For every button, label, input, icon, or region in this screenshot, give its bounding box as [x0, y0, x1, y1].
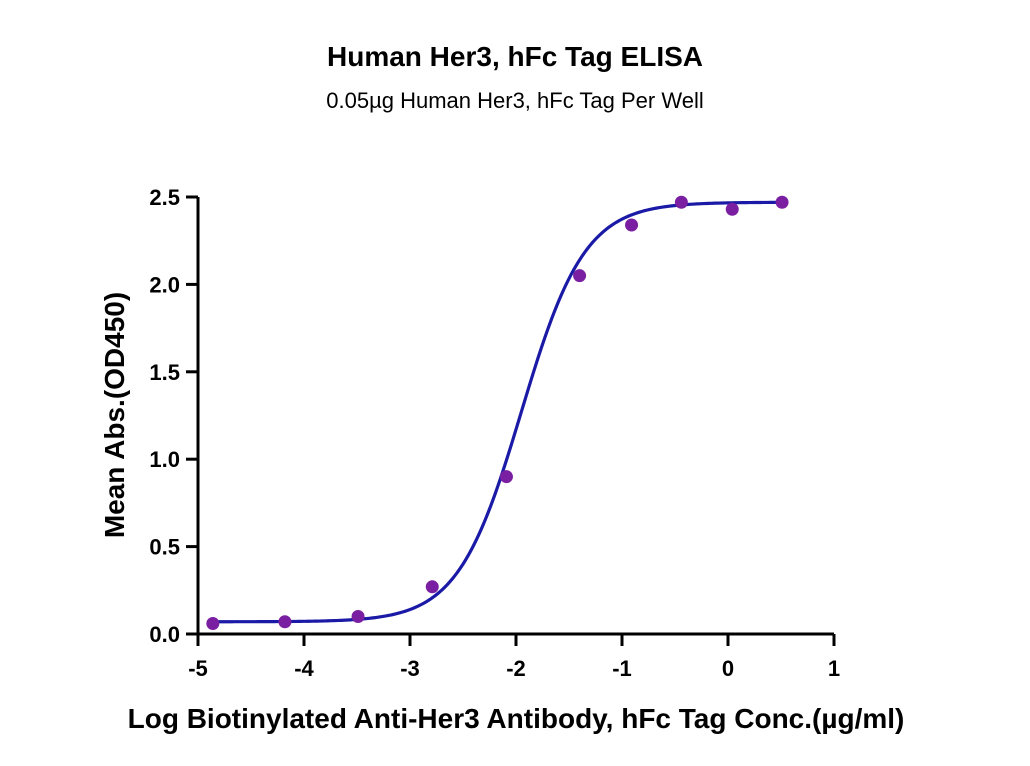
y-tick-label: 0.0	[149, 622, 180, 647]
x-tick-label: 0	[722, 656, 734, 681]
data-point	[775, 195, 789, 209]
fit-curve-group	[212, 200, 783, 624]
fit-curve	[212, 200, 783, 624]
x-tick-label: -5	[188, 656, 208, 681]
x-axis-label: Log Biotinylated Anti-Her3 Antibody, hFc…	[128, 703, 905, 734]
y-tick-label: 2.5	[149, 185, 180, 210]
y-tick-label: 1.5	[149, 360, 180, 385]
chart-title: Human Her3, hFc Tag ELISA	[327, 41, 703, 72]
tick-group: -5 -4 -3 -2 -1 0 1 0.0 0.5 1.0 1.5 2.0 2.5	[149, 185, 840, 681]
axes	[196, 197, 834, 636]
y-tick-label: 0.5	[149, 535, 180, 560]
data-point	[674, 195, 688, 209]
data-points-group	[206, 195, 789, 631]
x-tick-label: -4	[294, 656, 314, 681]
x-tick-label: -1	[612, 656, 632, 681]
y-axis-label: Mean Abs.(OD450)	[99, 292, 130, 538]
data-point	[499, 470, 513, 484]
data-point	[425, 580, 439, 594]
x-tick-label: -2	[506, 656, 526, 681]
x-tick-label: -3	[400, 656, 420, 681]
data-point	[725, 202, 739, 216]
y-tick-label: 2.0	[149, 272, 180, 297]
x-tick-label: 1	[828, 656, 840, 681]
y-tick-label: 1.0	[149, 447, 180, 472]
data-point	[206, 617, 220, 631]
data-point	[278, 615, 292, 629]
data-point	[573, 269, 587, 283]
data-point	[351, 610, 365, 624]
chart-subtitle: 0.05µg Human Her3, hFc Tag Per Well	[326, 88, 703, 113]
data-point	[625, 218, 639, 232]
